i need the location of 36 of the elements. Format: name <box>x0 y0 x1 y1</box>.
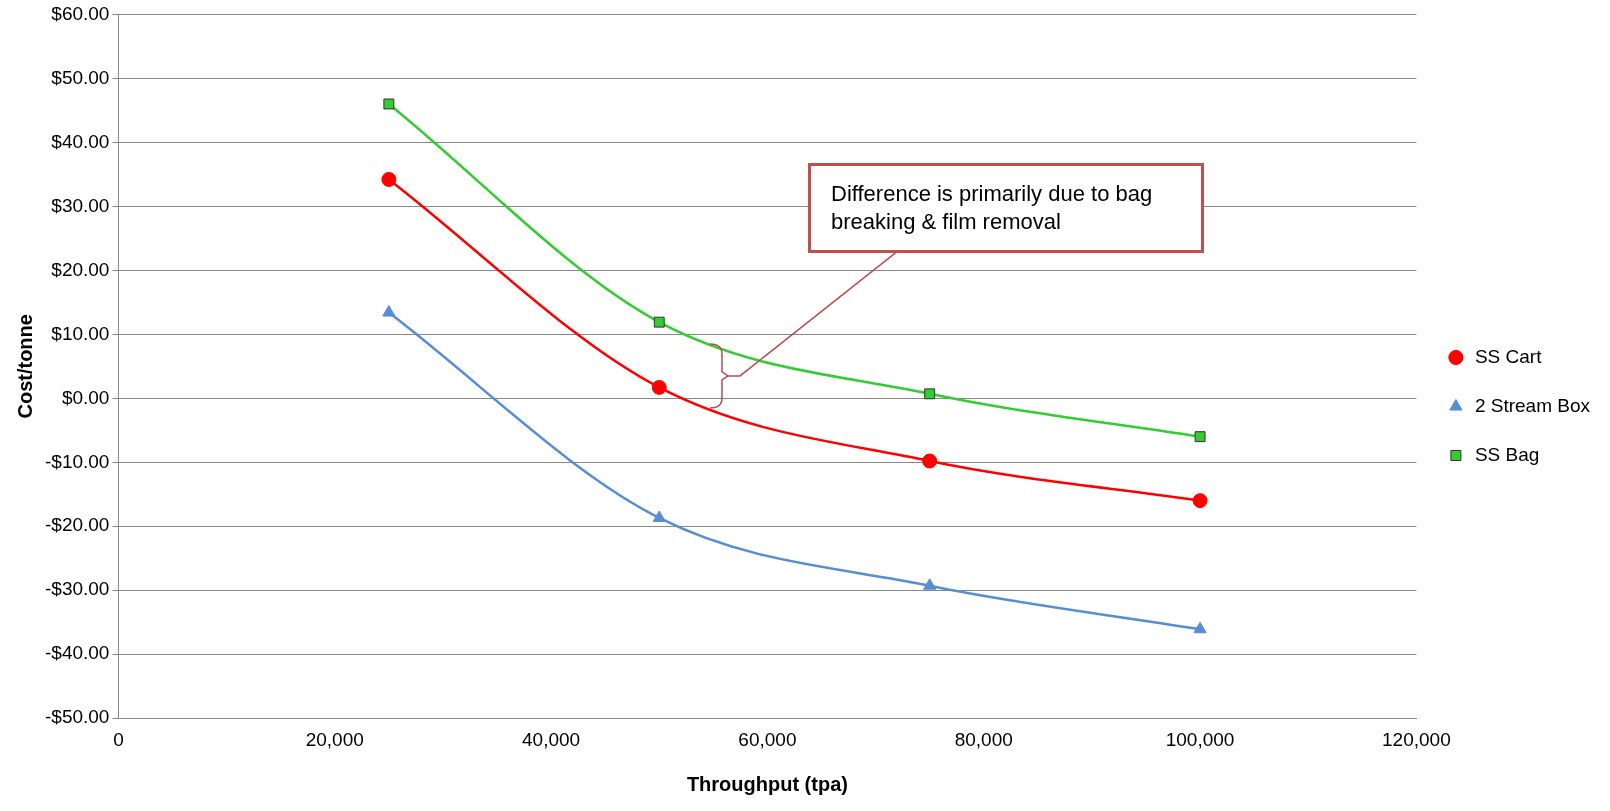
y-tick-label: $10.00 <box>51 322 110 344</box>
x-tick-label: 80,000 <box>954 728 1013 750</box>
y-tick-label: $20.00 <box>51 258 110 280</box>
legend-label: 2 Stream Box <box>1474 394 1591 416</box>
y-tick-label: $30.00 <box>51 194 110 216</box>
y-tick-label: -$10.00 <box>44 450 110 472</box>
x-tick-label: 100,000 <box>1165 728 1235 750</box>
point <box>383 98 395 110</box>
x-tick-label: 40,000 <box>522 728 581 750</box>
y-tick-label: -$30.00 <box>44 578 110 600</box>
point <box>1194 431 1206 443</box>
x-tick-label: 120,000 <box>1382 728 1451 750</box>
point <box>382 305 396 317</box>
legend-label: SS Bag <box>1474 443 1540 465</box>
y-tick-label: -$50.00 <box>44 706 110 728</box>
point <box>651 379 667 395</box>
y-tick-label: -$40.00 <box>44 642 110 664</box>
point <box>922 453 938 469</box>
x-tick-label: 20,000 <box>305 728 364 750</box>
x-axis-title: Throughput (tpa) <box>686 772 848 795</box>
legend-label: SS Cart <box>1474 345 1543 367</box>
y-tick-label: $60.00 <box>51 2 110 24</box>
y-tick-label: $0.00 <box>61 386 110 408</box>
point <box>652 510 666 522</box>
point <box>1192 493 1208 509</box>
y-tick-label: $40.00 <box>51 130 110 152</box>
point <box>653 316 665 328</box>
x-tick-label: 60,000 <box>738 728 797 750</box>
y-tick-label: -$20.00 <box>44 514 110 536</box>
x-tick-label: 0 <box>113 728 124 750</box>
y-tick-label: $50.00 <box>51 66 110 88</box>
y-axis-title: Cost/tonne <box>13 314 36 419</box>
point <box>381 171 397 187</box>
point <box>923 578 937 590</box>
point <box>924 388 936 400</box>
point <box>1193 621 1207 634</box>
